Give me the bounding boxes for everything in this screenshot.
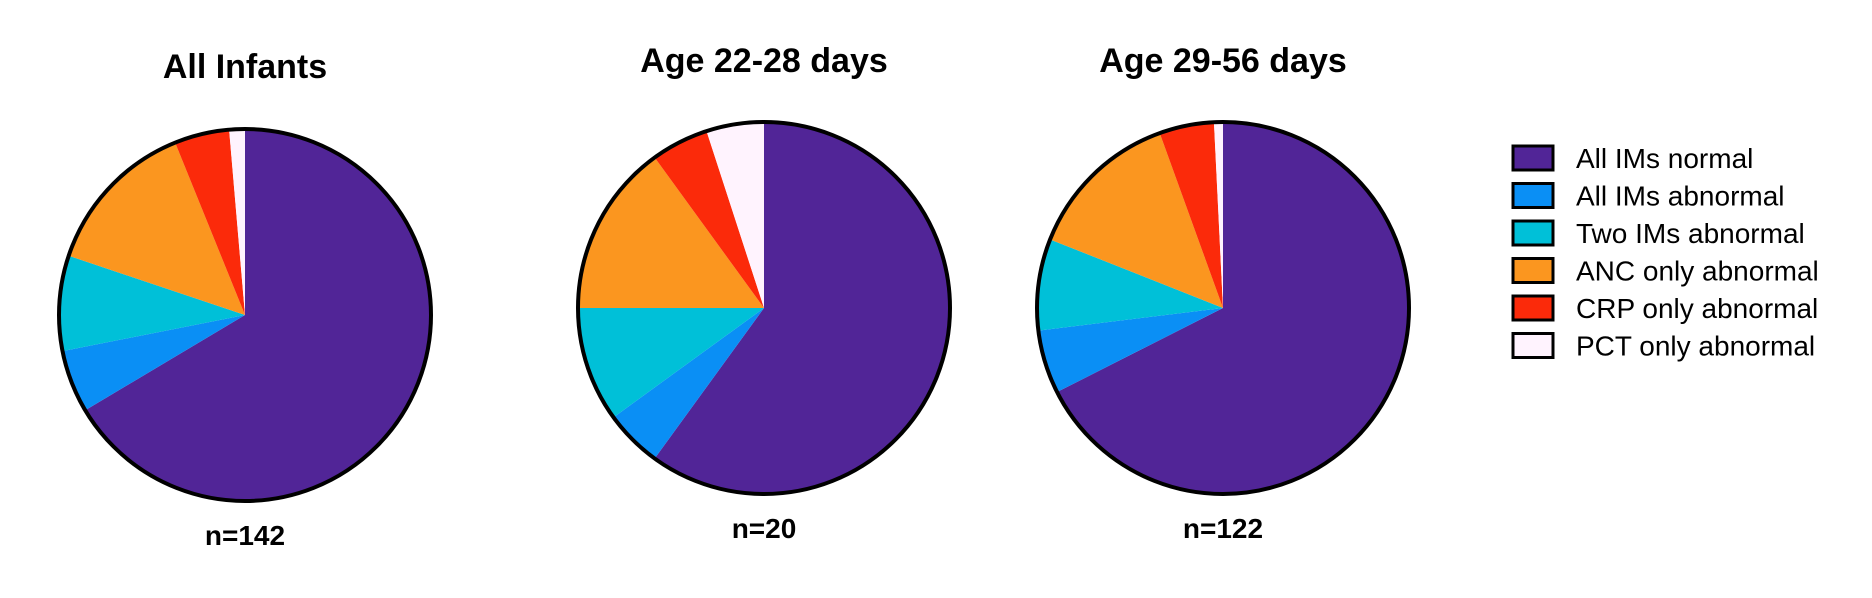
legend-label: All IMs normal: [1576, 143, 1753, 174]
legend-item-crp-only-abnormal: CRP only abnormal: [1511, 293, 1818, 324]
pie-slice-two-ims-abnormal: [59, 255, 245, 352]
pie-chart-age-22-28-days: Age 22-28 days n=20: [576, 42, 952, 544]
pie-slice-crp-only-abnormal: [175, 129, 245, 315]
sample-size-label: n=122: [1183, 513, 1263, 544]
pie-slice-all-ims-abnormal: [613, 308, 764, 459]
pie-slice-crp-only-abnormal: [1159, 122, 1223, 308]
legend-label: ANC only abnormal: [1576, 256, 1819, 287]
pie-slice-pct-only-abnormal: [706, 122, 764, 308]
pie-slice-pct-only-abnormal: [1213, 122, 1223, 308]
sample-size-label: n=20: [732, 513, 797, 544]
legend: All IMs normal All IMs abnormal Two IMs ab…: [1511, 143, 1819, 362]
legend-swatch: [1511, 257, 1555, 284]
pie-slice-pct-only-abnormal: [229, 129, 245, 315]
pie-slice-all-ims-abnormal: [62, 315, 245, 411]
pie-title: Age 29-56 days: [1099, 42, 1347, 80]
legend-swatch: [1511, 294, 1555, 322]
pie-outline: [576, 120, 952, 496]
legend-label: PCT only abnormal: [1576, 331, 1815, 362]
pie-slice-all-ims-normal: [1057, 122, 1410, 495]
legend-item-all-ims-abnormal: All IMs abnormal: [1511, 181, 1785, 212]
legend-item-anc-only-abnormal: ANC only abnormal: [1511, 256, 1819, 287]
legend-swatch: [1511, 332, 1555, 359]
pie-slice-all-ims-abnormal: [1038, 308, 1223, 393]
legend-item-two-ims-abnormal: Two IMs abnormal: [1511, 218, 1805, 249]
legend-swatch: [1511, 182, 1555, 209]
pie-outline: [57, 127, 433, 503]
legend-label: CRP only abnormal: [1576, 293, 1818, 324]
pie-slice-two-ims-abnormal: [1037, 239, 1223, 331]
pie-slice-all-ims-normal: [654, 122, 950, 494]
pie-chart-age-29-56-days: Age 29-56 days n=122: [1035, 42, 1411, 544]
pie-slice-two-ims-abnormal: [578, 308, 764, 418]
legend-label: Two IMs abnormal: [1576, 218, 1805, 249]
pie-title: All Infants: [163, 48, 327, 86]
pie-outline: [1035, 120, 1411, 496]
sample-size-label: n=142: [205, 520, 285, 551]
legend-item-all-ims-normal: All IMs normal: [1511, 143, 1753, 174]
pie-slice-all-ims-normal: [85, 129, 431, 501]
legend-item-pct-only-abnormal: PCT only abnormal: [1511, 331, 1815, 362]
pie-chart-all-infants: All Infants n=142: [57, 48, 433, 551]
pie-slice-anc-only-abnormal: [577, 157, 764, 308]
legend-swatch: [1511, 219, 1555, 247]
pie-title: Age 22-28 days: [640, 42, 888, 80]
pie-slice-crp-only-abnormal: [654, 131, 764, 308]
legend-swatch: [1511, 144, 1555, 172]
legend-label: All IMs abnormal: [1576, 181, 1785, 212]
